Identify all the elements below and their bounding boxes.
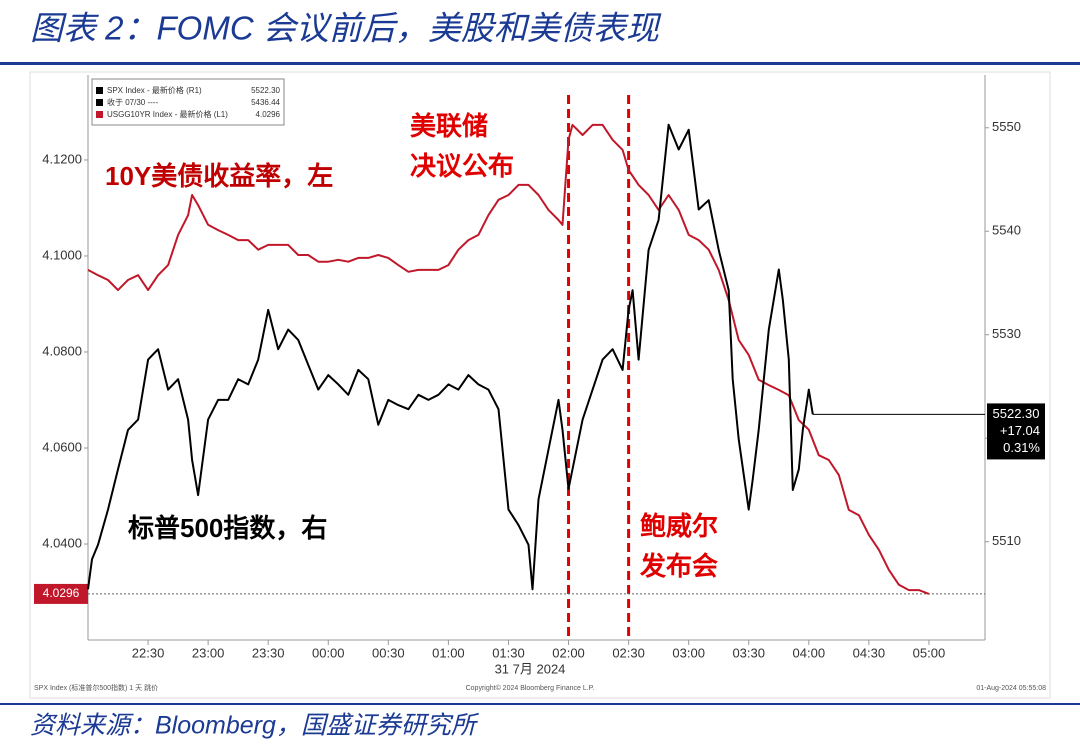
x-tick-label: 23:30 (252, 645, 285, 660)
x-tick-label: 00:30 (372, 645, 405, 660)
y-tick-label: 4.1200 (42, 151, 82, 166)
chart-title: 图表 2：FOMC 会议前后，美股和美债表现 (30, 10, 662, 47)
change-pct-label: 0.31% (1003, 440, 1040, 455)
legend-name: USGG10YR Index - 最新价格 (L1) (107, 109, 228, 119)
y-tick-label: 4.1000 (42, 247, 82, 262)
footer-text: Copyright© 2024 Bloomberg Finance L.P. (466, 684, 595, 692)
legend-box (91, 78, 285, 126)
last-value-box (987, 403, 1045, 460)
y2-tick-label: 5550 (992, 119, 1021, 134)
x-tick-label: 03:00 (672, 645, 705, 660)
annotation: 决议公布 (410, 151, 514, 181)
source: 资料来源：Bloomberg，国盛证券研究所 (30, 712, 480, 740)
footer-text: 01-Aug-2024 05:55:08 (976, 685, 1046, 692)
y-tick-label: 4.0600 (42, 439, 82, 454)
x-tick-label: 22:30 (132, 645, 165, 660)
legend-swatch (96, 111, 103, 118)
last-value-label: 5522.30 (993, 406, 1040, 421)
annotation: 鲍威尔 (640, 511, 718, 541)
source-rule (0, 703, 1080, 705)
series-line (87, 123, 930, 595)
footer-text: SPX Index (标准普尔500指数) 1 天 跳价 (34, 683, 158, 692)
legend-value: 4.0296 (256, 110, 281, 119)
x-tick-label: 23:00 (192, 645, 225, 660)
y-tick-label: 4.0800 (42, 343, 82, 358)
y2-tick-label: 5540 (992, 223, 1021, 238)
annotation: 标普500指数，右 (128, 513, 327, 543)
series-line (87, 123, 814, 591)
annotation: 发布会 (639, 551, 718, 581)
legend-swatch (96, 87, 103, 94)
x-axis-label: 31 7月 2024 (495, 661, 566, 676)
last-value-box (34, 583, 88, 604)
legend-value: 5436.44 (251, 98, 280, 107)
x-tick-label: 02:30 (612, 645, 645, 660)
legend-name: SPX Index - 最新价格 (R1) (107, 85, 202, 95)
annotation: 美联储 (410, 111, 488, 141)
x-tick-label: 00:00 (312, 645, 345, 660)
x-tick-label: 04:30 (853, 645, 886, 660)
x-tick-label: 05:00 (913, 645, 946, 660)
annotation: 10Y美债收益率，左 (105, 161, 333, 191)
legend-swatch (96, 99, 103, 106)
legend-value: 5522.30 (251, 86, 280, 95)
y2-tick-label: 5530 (992, 326, 1021, 341)
change-label: +17.04 (1000, 423, 1040, 438)
y-tick-label: 4.0400 (42, 535, 82, 550)
x-tick-label: 02:00 (552, 645, 585, 660)
x-tick-label: 03:30 (732, 645, 765, 660)
x-tick-label: 01:00 (432, 645, 465, 660)
y2-tick-label: 5510 (992, 533, 1021, 548)
x-tick-label: 04:00 (793, 645, 826, 660)
legend-name: 收于 07/30 ---- (107, 97, 158, 107)
x-tick-label: 01:30 (492, 645, 525, 660)
title-rule (0, 62, 1080, 65)
last-value-label: 4.0296 (43, 586, 80, 600)
